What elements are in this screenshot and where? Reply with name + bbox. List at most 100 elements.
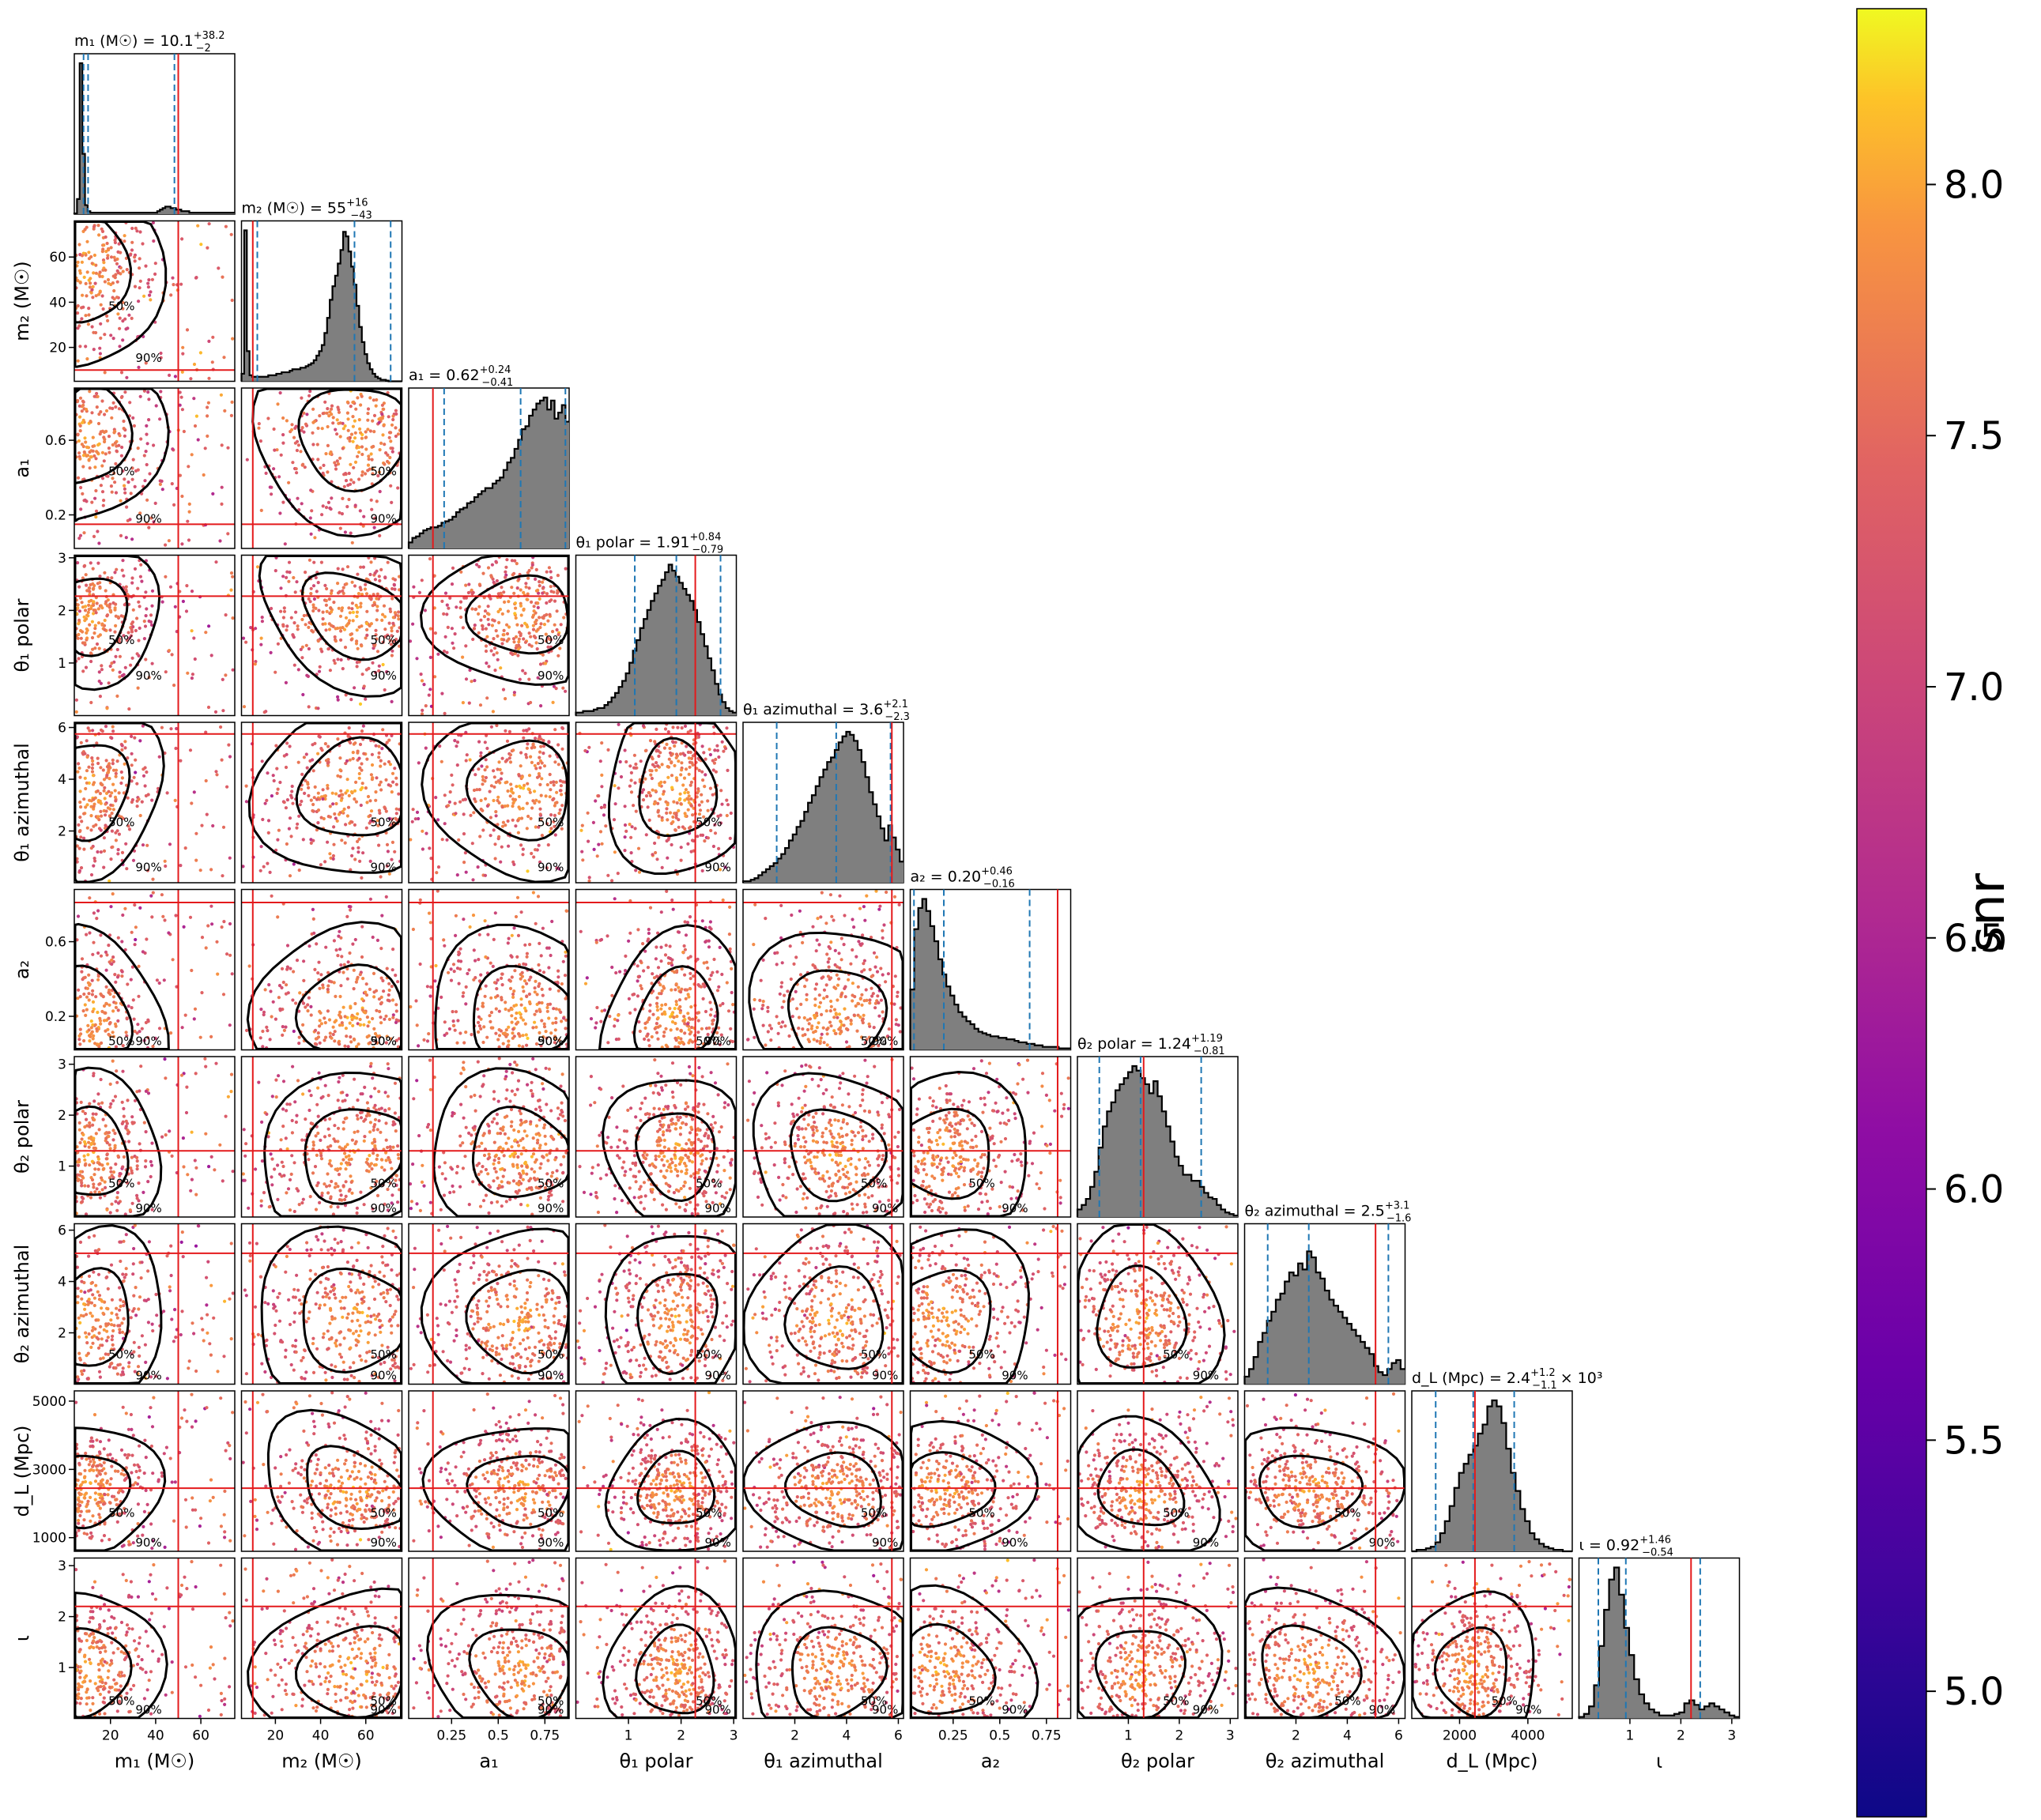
scatter-point bbox=[147, 278, 151, 282]
scatter-point bbox=[228, 1023, 232, 1027]
scatter-point bbox=[436, 652, 440, 656]
scatter-point bbox=[548, 754, 552, 758]
scatter-point bbox=[555, 609, 559, 613]
scatter-point bbox=[101, 307, 105, 311]
scatter-point bbox=[296, 760, 300, 764]
scatter-point bbox=[674, 1000, 678, 1004]
scatter-point bbox=[491, 710, 496, 714]
scatter-point bbox=[366, 469, 370, 473]
scatter-point bbox=[519, 972, 523, 977]
scatter-point bbox=[594, 799, 598, 803]
scatter-point bbox=[665, 889, 669, 893]
scatter-point bbox=[198, 869, 202, 872]
scatter-point bbox=[302, 613, 306, 618]
scatter-point bbox=[517, 794, 522, 799]
scatter-point bbox=[326, 760, 330, 764]
scatter-point bbox=[299, 647, 303, 652]
scatter-point bbox=[262, 710, 266, 714]
scatter-point bbox=[92, 227, 96, 231]
scatter-point bbox=[687, 826, 692, 830]
scatter-point bbox=[525, 1043, 529, 1047]
scatter-point bbox=[316, 808, 321, 812]
scatter-point bbox=[668, 811, 673, 815]
scatter-point bbox=[89, 455, 92, 459]
scatter-point bbox=[267, 983, 271, 987]
scatter-point bbox=[462, 861, 466, 865]
scatter-point bbox=[492, 775, 496, 779]
scatter-point bbox=[877, 1014, 881, 1018]
scatter-point bbox=[115, 1069, 119, 1073]
scatter-point bbox=[164, 1076, 168, 1080]
scatter-point bbox=[544, 661, 548, 665]
scatter-point bbox=[464, 870, 468, 874]
scatter-point bbox=[83, 1003, 87, 1007]
scatter-point bbox=[76, 260, 80, 264]
scatter-point bbox=[474, 607, 478, 611]
scatter-point bbox=[330, 791, 334, 795]
scatter-point bbox=[445, 1031, 449, 1035]
scatter-point bbox=[88, 285, 92, 289]
scatter-point bbox=[231, 668, 235, 672]
scatter-point bbox=[673, 740, 677, 744]
hist-bars-a1 bbox=[409, 398, 569, 548]
scatter-point bbox=[707, 978, 711, 982]
scatter-point bbox=[80, 317, 84, 321]
scatter-point bbox=[858, 997, 862, 1001]
scatter-point bbox=[323, 583, 327, 588]
scatter-point bbox=[877, 1000, 881, 1005]
scatter-point bbox=[327, 627, 332, 631]
scatter-point bbox=[270, 492, 274, 496]
scatter-point bbox=[521, 985, 525, 989]
scatter-point bbox=[656, 749, 660, 753]
scatter-point bbox=[391, 639, 395, 643]
scatter-point bbox=[502, 633, 506, 637]
scatter-point bbox=[451, 1019, 455, 1023]
scatter-point bbox=[435, 871, 439, 875]
scatter-point bbox=[349, 1006, 353, 1010]
scatter-point bbox=[295, 448, 299, 453]
contour-label-90: 90% bbox=[538, 860, 564, 874]
scatter-point bbox=[334, 792, 338, 796]
scatter-point bbox=[77, 609, 81, 613]
scatter-point bbox=[133, 567, 138, 571]
scatter-point bbox=[500, 756, 504, 760]
scatter-point bbox=[497, 620, 501, 625]
scatter-point bbox=[497, 760, 501, 764]
contour-label-90: 90% bbox=[538, 669, 564, 683]
scatter-point bbox=[370, 458, 374, 462]
scatter-point bbox=[319, 560, 323, 564]
scatter-point bbox=[385, 967, 389, 970]
scatter-point bbox=[707, 1026, 711, 1030]
scatter-point bbox=[394, 1020, 398, 1024]
scatter-point bbox=[336, 695, 340, 699]
scatter-point bbox=[824, 1009, 828, 1013]
scatter-point bbox=[89, 281, 92, 285]
scatter-point bbox=[89, 291, 93, 295]
scatter-point bbox=[462, 832, 466, 836]
scatter-point bbox=[884, 980, 888, 984]
scatter-point bbox=[391, 616, 395, 620]
scatter-point bbox=[326, 500, 330, 505]
scatter-point bbox=[814, 982, 819, 986]
scatter-point bbox=[128, 401, 132, 405]
scatter-point bbox=[265, 1025, 269, 1029]
scatter-point bbox=[122, 1155, 126, 1159]
scatter-point bbox=[422, 1038, 426, 1042]
scatter-point bbox=[189, 1189, 193, 1193]
scatter-point bbox=[458, 800, 462, 804]
scatter-point bbox=[94, 271, 98, 275]
scatter-point bbox=[155, 978, 159, 982]
scatter-point bbox=[505, 639, 509, 643]
scatter-point bbox=[648, 793, 653, 798]
scatter-point bbox=[261, 1029, 265, 1034]
scatter-point bbox=[316, 426, 320, 431]
scatter-point bbox=[107, 681, 111, 685]
scatter-point bbox=[654, 957, 658, 961]
scatter-point bbox=[653, 841, 657, 846]
scatter-point bbox=[137, 797, 141, 801]
scatter-point bbox=[390, 699, 394, 704]
scatter-point bbox=[121, 559, 125, 563]
scatter-point bbox=[521, 1018, 526, 1022]
scatter-point bbox=[357, 477, 361, 481]
scatter-point bbox=[533, 745, 537, 749]
